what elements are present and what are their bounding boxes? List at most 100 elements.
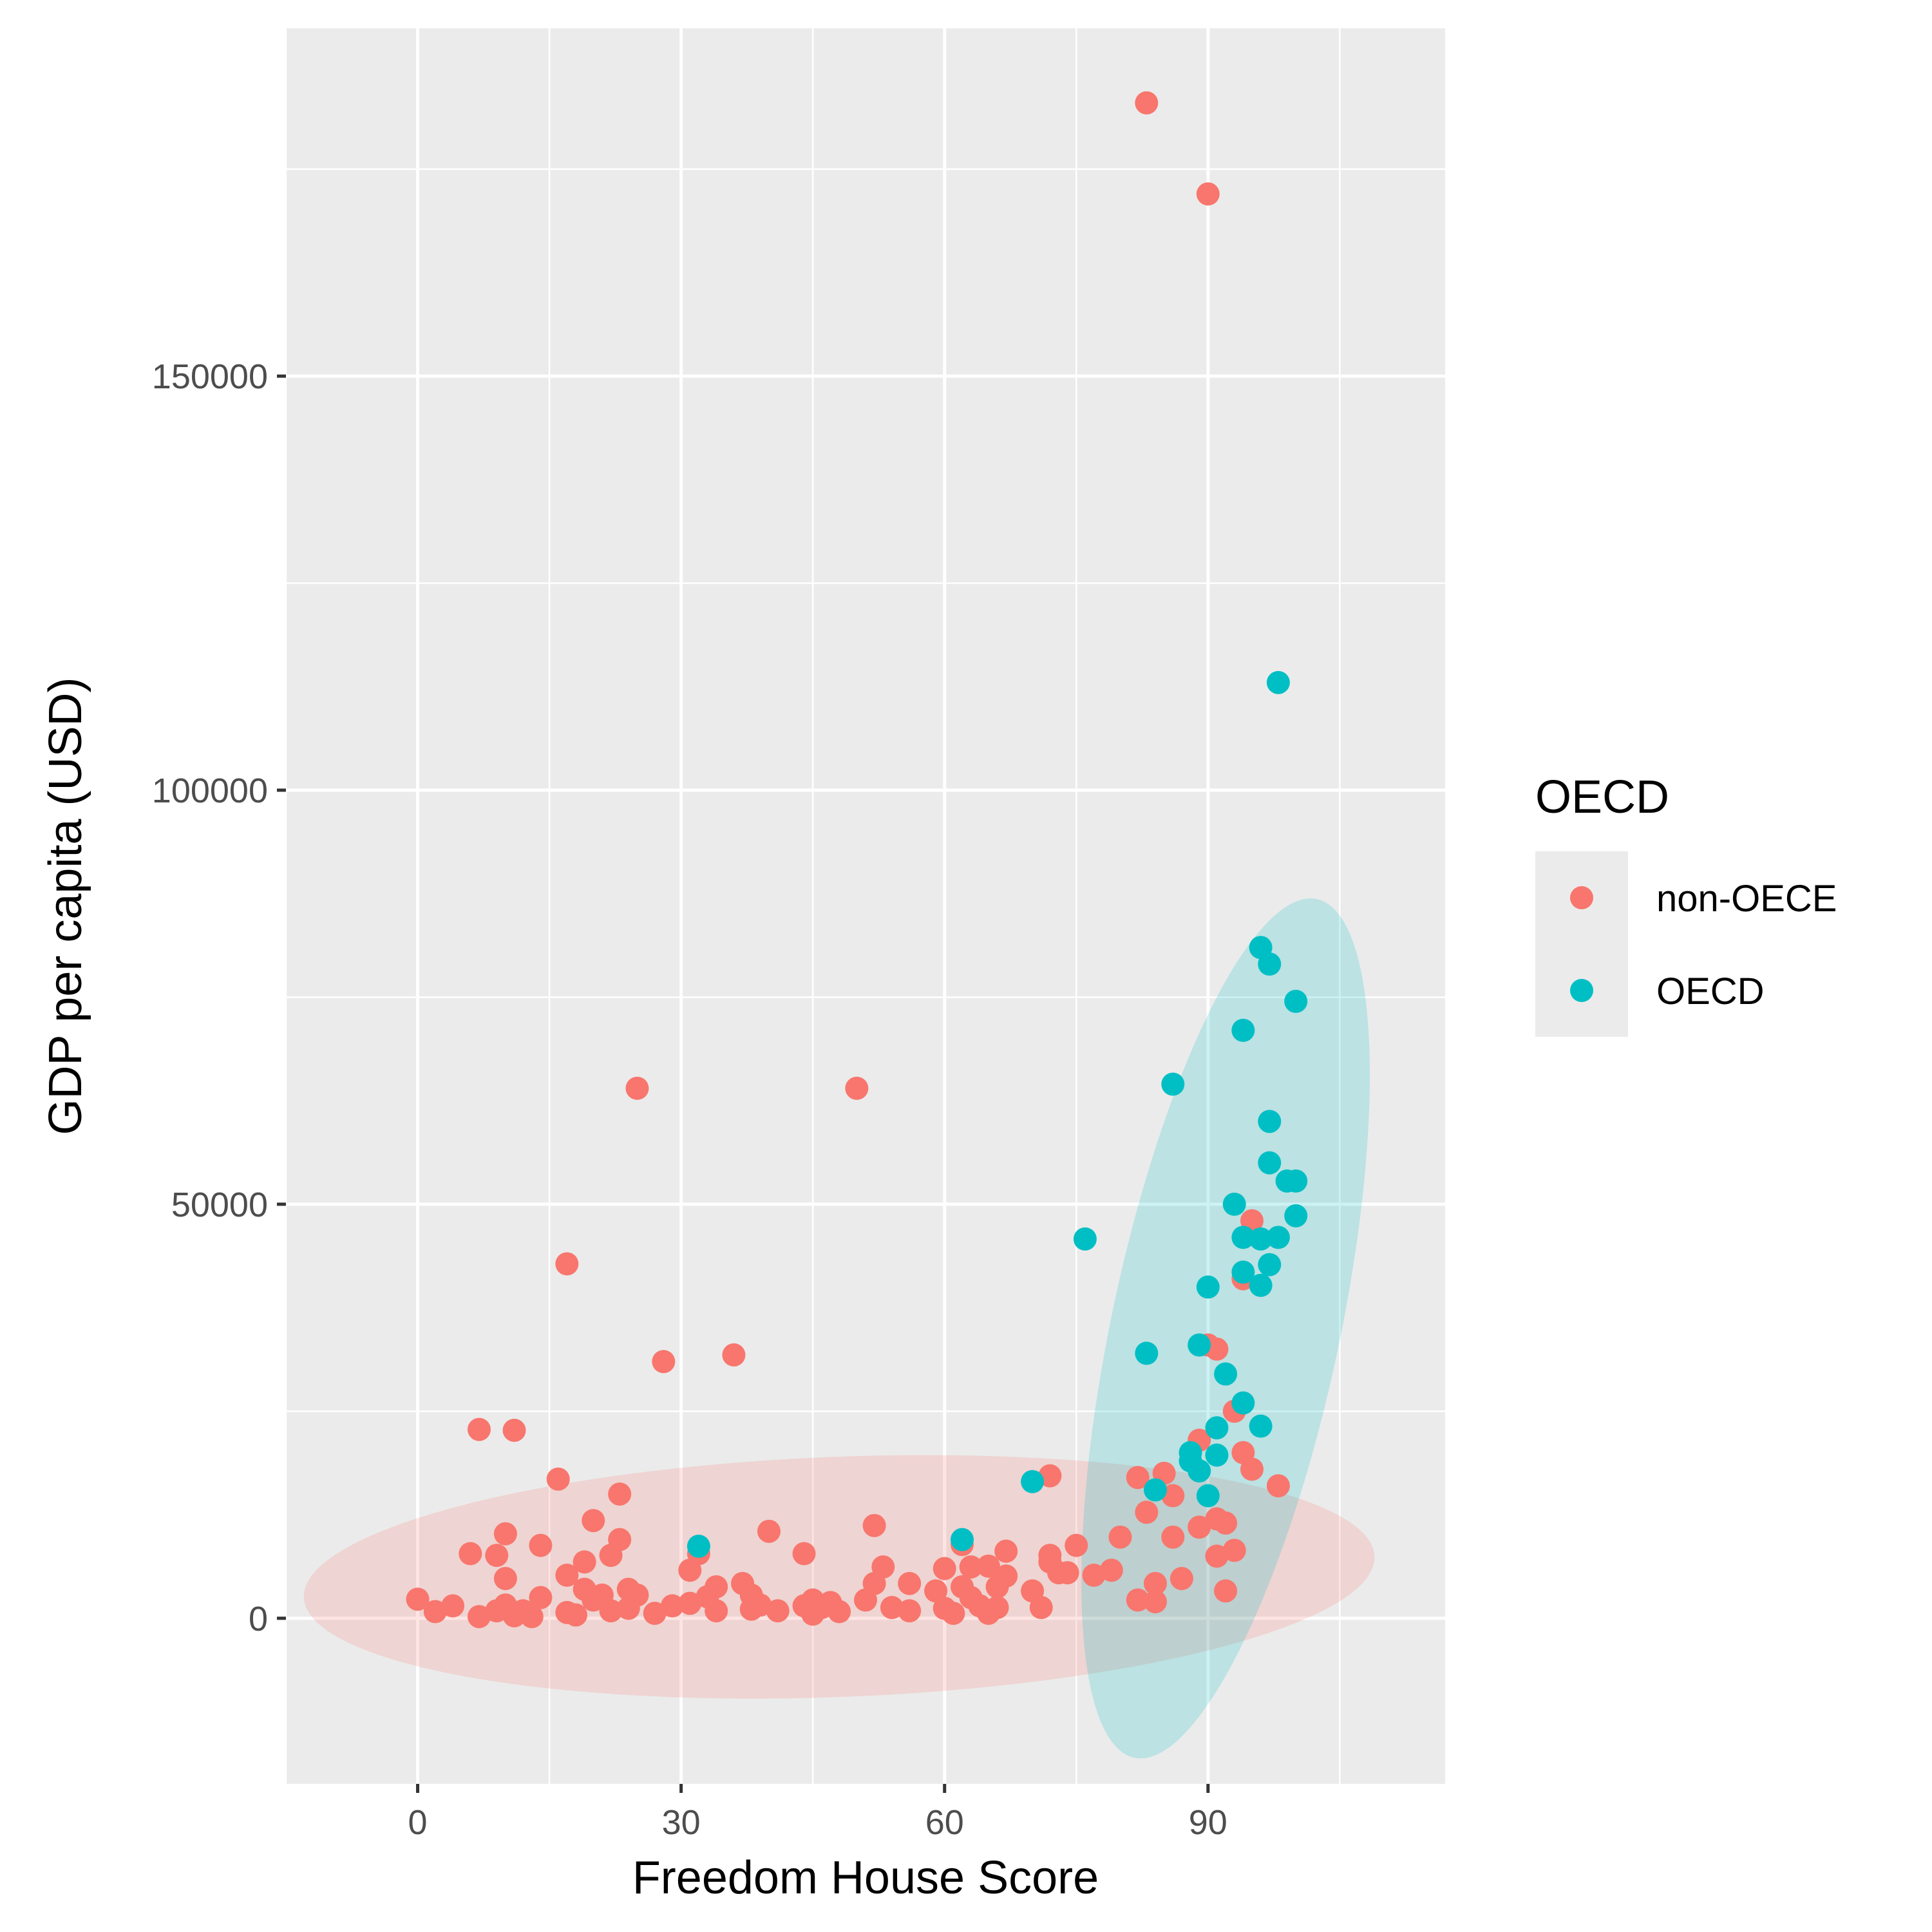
point-oecd (1073, 1227, 1097, 1251)
point-non-oece (441, 1594, 465, 1618)
point-oecd (1188, 1333, 1211, 1357)
point-oecd (1258, 1110, 1282, 1133)
point-non-oece (942, 1602, 965, 1625)
point-non-oece (652, 1350, 676, 1374)
point-non-oece (845, 1076, 869, 1100)
point-non-oece (705, 1575, 728, 1598)
point-non-oece (582, 1509, 605, 1533)
point-non-oece (1214, 1511, 1238, 1535)
point-oecd (1284, 989, 1308, 1013)
point-oecd (1214, 1362, 1238, 1386)
point-non-oece (468, 1417, 491, 1441)
point-non-oece (1144, 1590, 1167, 1614)
point-oecd (1231, 1391, 1255, 1415)
legend-key-background (1535, 851, 1628, 1037)
x-axis: 0 30 60 90 (408, 1784, 1227, 1842)
major-gridlines (286, 28, 1445, 1784)
point-non-oece (406, 1587, 430, 1611)
point-non-oece (520, 1605, 544, 1629)
legend-key-oecd (1570, 979, 1593, 1002)
y-tick-label: 150000 (152, 357, 268, 396)
point-non-oece (564, 1603, 587, 1627)
point-non-oece (1196, 182, 1220, 206)
point-non-oece (546, 1467, 570, 1491)
point-oecd (1258, 1253, 1282, 1276)
point-oecd (1196, 1484, 1220, 1508)
point-non-oece (1161, 1484, 1185, 1508)
point-non-oece (1266, 1474, 1290, 1498)
point-non-oece (678, 1591, 702, 1615)
point-oecd (1266, 1226, 1290, 1249)
point-non-oece (862, 1571, 886, 1595)
point-non-oece (1099, 1558, 1123, 1582)
point-non-oece (1144, 1571, 1167, 1595)
point-non-oece (766, 1599, 790, 1623)
point-non-oece (959, 1555, 983, 1579)
x-tick-label: 30 (662, 1803, 701, 1842)
point-oecd (1188, 1459, 1211, 1482)
legend-label-non-oece: non-OECE (1656, 878, 1837, 920)
point-oecd (687, 1534, 710, 1558)
point-non-oece (1135, 1501, 1159, 1524)
point-oecd (1205, 1416, 1229, 1440)
point-non-oece (1161, 1525, 1185, 1549)
x-tick-label: 90 (1189, 1803, 1227, 1842)
y-axis-title: GDP per capita (USD) (40, 677, 91, 1135)
point-non-oece (1056, 1561, 1079, 1585)
point-non-oece (1038, 1550, 1062, 1574)
point-oecd (951, 1528, 974, 1551)
point-non-oece (423, 1600, 447, 1624)
ellipse-oecd (1081, 898, 1370, 1759)
point-non-oece (661, 1594, 684, 1618)
point-oecd (1021, 1470, 1045, 1493)
point-non-oece (1205, 1337, 1229, 1361)
point-non-oece (529, 1586, 553, 1609)
point-non-oece (529, 1533, 553, 1557)
point-oecd (1231, 1260, 1255, 1284)
point-non-oece (1126, 1588, 1150, 1612)
legend-title: OECD (1535, 772, 1669, 823)
point-non-oece (1065, 1533, 1088, 1557)
point-oecd (1196, 1275, 1220, 1299)
legend-label-oecd: OECD (1656, 971, 1765, 1012)
point-non-oece (862, 1513, 886, 1537)
point-oecd (1258, 1151, 1282, 1175)
point-non-oece (599, 1599, 623, 1623)
point-oecd (1249, 1414, 1273, 1438)
y-axis: 0 50000 100000 150000 (152, 357, 286, 1638)
point-non-oece (459, 1542, 482, 1566)
point-non-oece (493, 1567, 517, 1591)
point-non-oece (485, 1544, 509, 1567)
x-tick-label: 60 (925, 1803, 964, 1842)
point-oecd (1222, 1192, 1246, 1216)
point-non-oece (757, 1519, 781, 1543)
point-non-oece (994, 1564, 1018, 1588)
point-non-oece (1029, 1596, 1053, 1620)
point-non-oece (880, 1596, 904, 1620)
point-oecd (1266, 670, 1290, 694)
point-non-oece (573, 1550, 596, 1574)
point-non-oece (828, 1600, 851, 1624)
y-tick-label: 50000 (171, 1186, 268, 1224)
point-non-oece (976, 1554, 1000, 1578)
data-points (406, 91, 1308, 1629)
point-non-oece (643, 1602, 667, 1625)
point-non-oece (1135, 91, 1159, 115)
point-non-oece (748, 1593, 772, 1617)
y-tick-label: 100000 (152, 772, 268, 810)
y-tick-label: 0 (249, 1600, 268, 1638)
point-non-oece (1205, 1544, 1229, 1568)
point-non-oece (924, 1579, 948, 1603)
legend-key-non-oece (1570, 886, 1593, 909)
point-oecd (1231, 1226, 1255, 1249)
point-non-oece (1082, 1563, 1106, 1587)
point-non-oece (616, 1596, 640, 1620)
point-non-oece (1038, 1464, 1062, 1488)
point-non-oece (555, 1563, 579, 1587)
point-oecd (1284, 1204, 1308, 1227)
point-non-oece (468, 1605, 491, 1629)
point-non-oece (933, 1557, 956, 1580)
point-non-oece (1108, 1525, 1132, 1549)
point-oecd (1249, 1227, 1273, 1251)
